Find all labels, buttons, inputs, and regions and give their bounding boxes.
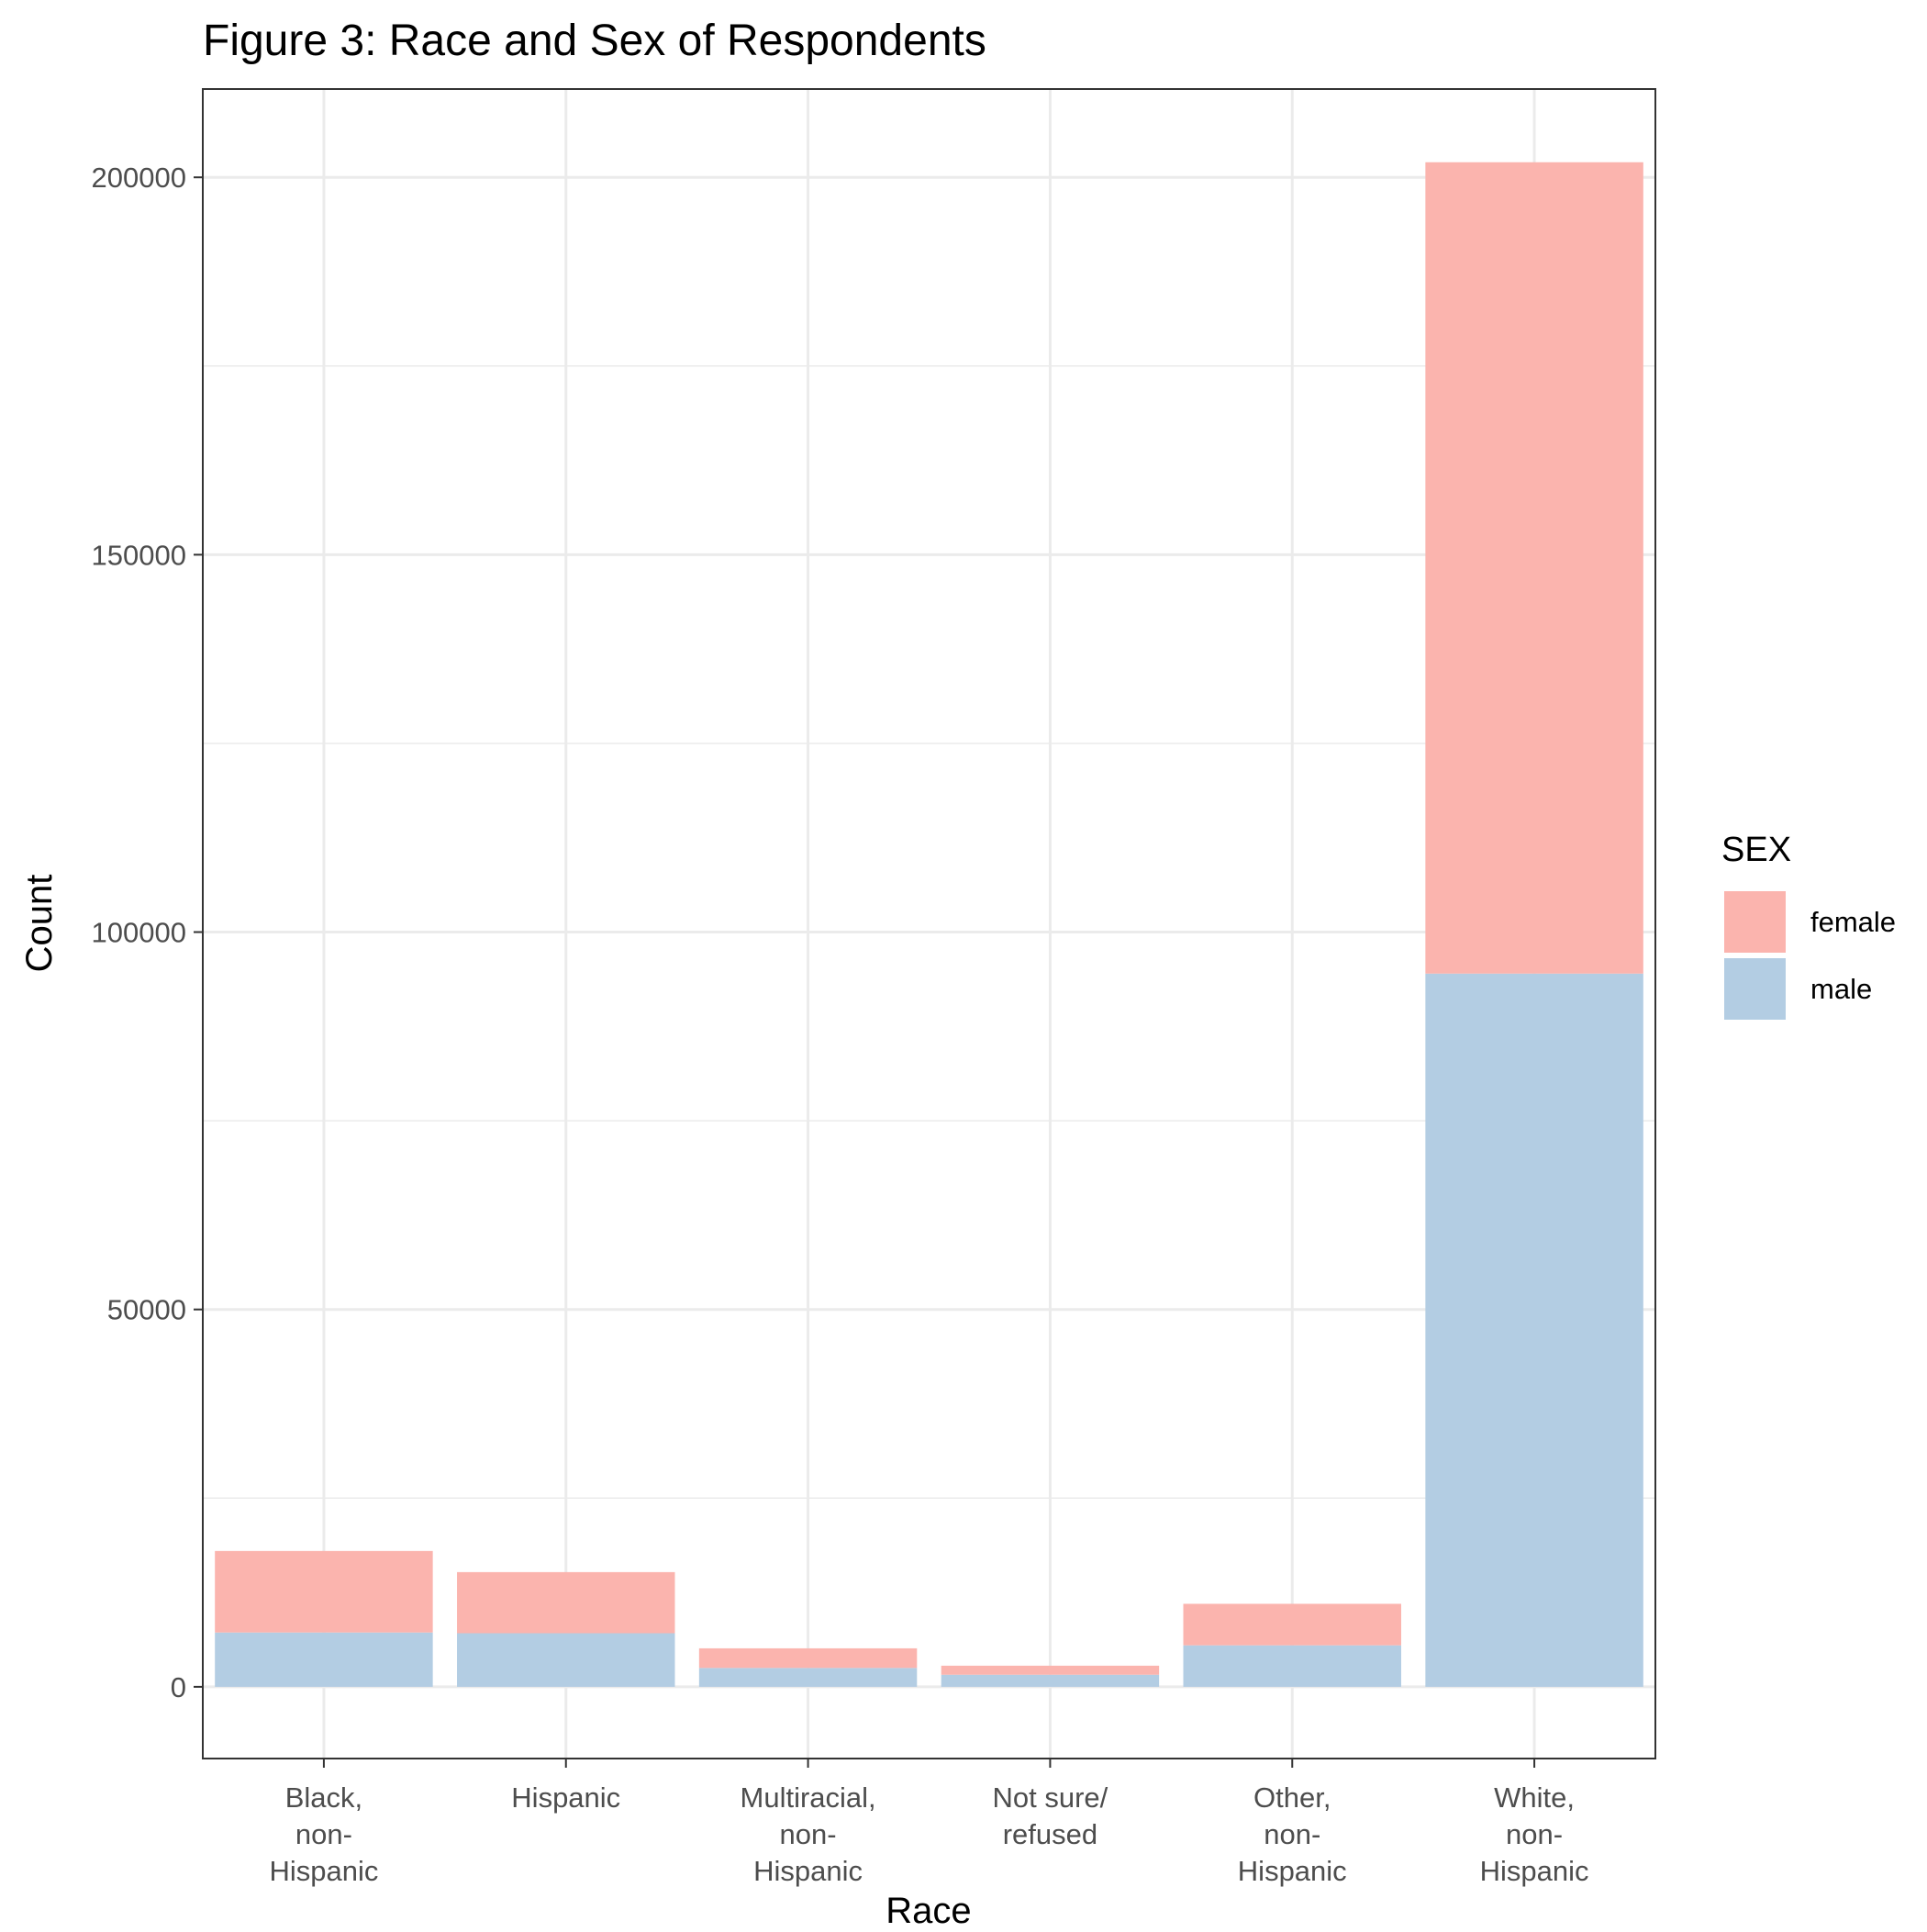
axes: 0 50000 100000 150000 200000 Black, non- Hispan… [92,162,1589,1887]
y-axis-title: Count [19,875,60,973]
x-tick-label: Hispanic [1238,1855,1347,1887]
x-tick-label: Hispanic [269,1855,378,1887]
x-tick-label: refused [1003,1818,1097,1850]
legend-label-female: female [1810,906,1896,938]
bar-male [215,1632,433,1687]
bar-male [457,1633,675,1687]
x-tick-label: Hispanic [753,1855,863,1887]
x-tick-label: Not sure/ [993,1781,1108,1814]
x-tick-label: Hispanic [511,1781,620,1814]
bar-male [698,1668,918,1687]
y-tick-label: 50000 [107,1294,186,1326]
x-tick-label: White, [1494,1781,1575,1814]
legend-key-male [1724,958,1786,1020]
x-tick-label: Hispanic [1480,1855,1589,1887]
bar-male [1183,1645,1401,1687]
bar-female [457,1571,675,1634]
y-tick-label: 0 [171,1671,186,1703]
x-axis-title: Race [886,1891,971,1927]
bar-male [1425,973,1643,1687]
plot-panel-background [203,89,1655,1759]
x-tick-label: Black, [285,1781,362,1814]
legend-key-female [1724,891,1786,953]
legend-title: SEX [1721,831,1791,869]
bar-male [941,1674,1160,1687]
bar-female [1183,1603,1401,1646]
bar-female [698,1647,918,1669]
x-tick-label: non- [1264,1818,1320,1850]
legend: SEX female male [1721,831,1896,1020]
chart-title: Figure 3: Race and Sex of Respondents [203,17,986,65]
x-tick-label: non- [295,1818,352,1850]
x-tick-label: non- [1506,1818,1563,1850]
y-tick-label: 200000 [92,162,186,194]
bars [215,162,1643,1687]
bar-female [941,1665,1160,1675]
y-tick-label: 100000 [92,917,186,949]
legend-label-male: male [1810,973,1872,1005]
x-tick-label: non- [780,1818,837,1850]
x-tick-label: Other, [1253,1781,1331,1814]
x-tick-label: Multiracial, [741,1781,876,1814]
y-tick-label: 150000 [92,539,186,571]
plot-panel-border [202,88,1656,1759]
bar-female [1425,162,1643,974]
bar-female [215,1550,433,1633]
